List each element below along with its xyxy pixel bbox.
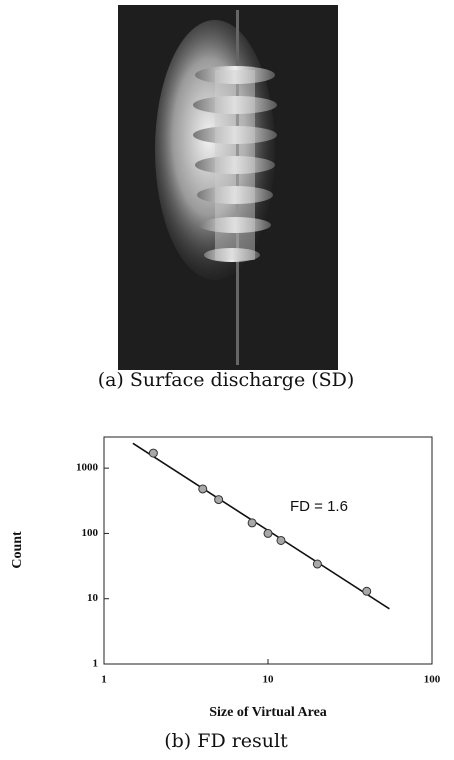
data-point [248, 519, 256, 527]
x-axis-label: Size of Virtual Area [209, 705, 327, 720]
data-point [215, 496, 223, 504]
data-point [199, 485, 207, 493]
y-tick-label: 100 [82, 527, 99, 539]
data-point [277, 536, 285, 544]
discharge-photo [118, 5, 338, 370]
x-tick-label: 1 [101, 674, 107, 686]
y-tick-label: 1000 [76, 462, 99, 474]
y-axis-label: Count [10, 531, 25, 569]
panel-caption: (b) FD result [164, 730, 288, 752]
fit-line [133, 443, 390, 609]
plot-frame [104, 437, 432, 664]
data-point [313, 560, 321, 568]
data-point [363, 587, 371, 595]
data-point [149, 449, 157, 457]
annotation: FD = 1.6 [290, 498, 348, 515]
y-tick-label: 10 [87, 592, 99, 604]
x-tick-label: 100 [424, 674, 441, 686]
figure: (a) Surface discharge (SD) FD = 1.6 Size… [0, 0, 454, 760]
y-tick-label: 1 [93, 658, 99, 670]
data-point [264, 529, 272, 537]
x-tick-label: 10 [263, 674, 275, 686]
panel-caption: (a) Surface discharge (SD) [98, 369, 355, 391]
